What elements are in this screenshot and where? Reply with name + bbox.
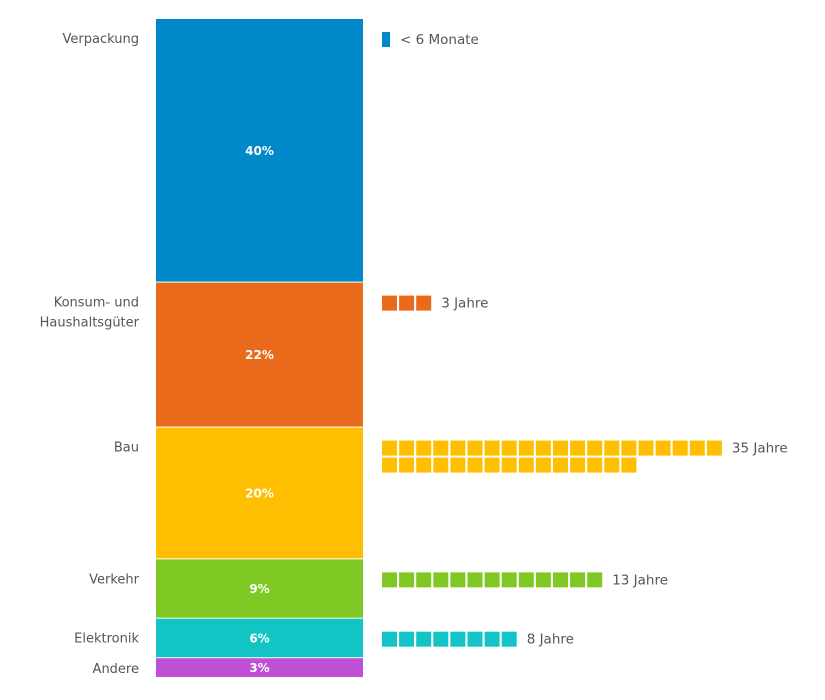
lifespan-square bbox=[587, 440, 603, 456]
lifespan-square bbox=[518, 457, 534, 473]
lifespan-square bbox=[382, 572, 397, 588]
category-label-konsum-und-haushaltsgüter: Konsum- und Haushaltsgüter bbox=[40, 296, 140, 331]
lifespan-square bbox=[501, 631, 517, 647]
lifespan-square bbox=[382, 295, 397, 311]
lifespan-square bbox=[570, 440, 586, 456]
lifespan-square bbox=[484, 572, 500, 588]
category-label-elektronik: Elektronik bbox=[74, 632, 139, 647]
value-label-bau: 20% bbox=[245, 486, 274, 500]
lifespan-label-verkehr: 13 Jahre bbox=[612, 572, 668, 588]
lifespan-square bbox=[553, 457, 568, 473]
lifespan-square bbox=[416, 440, 432, 456]
value-label-andere: 3% bbox=[249, 661, 269, 675]
lifespan-square bbox=[689, 440, 705, 456]
lifespan-square bbox=[553, 572, 568, 588]
lifespan-square bbox=[467, 572, 483, 588]
lifespan-square bbox=[450, 631, 466, 647]
lifespan-square bbox=[484, 457, 500, 473]
lifespan-label-verpackung: < 6 Monate bbox=[400, 32, 479, 48]
lifespan-square bbox=[416, 631, 432, 647]
lifespan-square bbox=[433, 457, 449, 473]
lifespan-square bbox=[518, 440, 534, 456]
lifespan-square bbox=[501, 572, 517, 588]
lifespan-square bbox=[604, 440, 620, 456]
lifespan-square bbox=[570, 457, 586, 473]
lifespan-square bbox=[484, 631, 500, 647]
lifespan-label-konsum-und-haushaltsgüter: 3 Jahre bbox=[441, 296, 488, 312]
lifespan-square bbox=[382, 457, 397, 473]
bar-segment-andere bbox=[156, 658, 363, 677]
lifespan-square bbox=[450, 457, 466, 473]
lifespan-square bbox=[450, 572, 466, 588]
lifespan-square bbox=[416, 295, 432, 311]
lifespan-square bbox=[672, 440, 688, 456]
lifespan-square bbox=[587, 572, 603, 588]
category-label-bau: Bau bbox=[114, 441, 139, 456]
lifespan-square bbox=[399, 440, 415, 456]
lifespan-square bbox=[399, 631, 415, 647]
bar-segment-bau bbox=[156, 427, 363, 559]
lifespan-square bbox=[706, 440, 722, 456]
lifespan-label-elektronik: 8 Jahre bbox=[527, 632, 574, 648]
category-label-verpackung: Verpackung bbox=[63, 32, 139, 47]
lifespan-square bbox=[655, 440, 671, 456]
bar-segment-verkehr bbox=[156, 559, 363, 618]
bar-segment-elektronik bbox=[156, 618, 363, 658]
lifespan-square bbox=[621, 440, 637, 456]
value-label-elektronik: 6% bbox=[249, 631, 269, 645]
value-label-verkehr: 9% bbox=[249, 582, 269, 596]
lifespan-square bbox=[621, 457, 637, 473]
lifespan-square bbox=[382, 32, 390, 47]
lifespan-square bbox=[501, 440, 517, 456]
lifespan-square bbox=[382, 631, 397, 647]
lifespan-square bbox=[518, 572, 534, 588]
bar-segment-verpackung bbox=[156, 19, 363, 282]
lifespan-square bbox=[553, 440, 568, 456]
lifespan-square bbox=[604, 457, 620, 473]
lifespan-square bbox=[501, 457, 517, 473]
bar-segment-konsum-und-haushaltsgüter bbox=[156, 282, 363, 427]
value-label-konsum-und-haushaltsgüter: 22% bbox=[245, 348, 274, 362]
lifespan-square bbox=[433, 572, 449, 588]
lifespan-square bbox=[484, 440, 500, 456]
lifespan-square bbox=[467, 440, 483, 456]
lifespan-square bbox=[535, 457, 551, 473]
category-label-andere: Andere bbox=[93, 662, 139, 677]
lifespan-label-bau: 35 Jahre bbox=[732, 441, 788, 457]
lifespan-square bbox=[382, 440, 397, 456]
lifespan-square bbox=[416, 572, 432, 588]
lifespan-square bbox=[638, 440, 654, 456]
lifespan-square bbox=[399, 457, 415, 473]
value-label-verpackung: 40% bbox=[245, 144, 274, 158]
lifespan-square bbox=[587, 457, 603, 473]
lifespan-square bbox=[416, 457, 432, 473]
lifespan-square bbox=[467, 457, 483, 473]
lifespan-square bbox=[535, 440, 551, 456]
lifespan-square bbox=[399, 572, 415, 588]
lifespan-square bbox=[433, 631, 449, 647]
category-label-verkehr: Verkehr bbox=[89, 572, 140, 587]
lifespan-square bbox=[450, 440, 466, 456]
lifespan-square bbox=[399, 295, 415, 311]
lifespan-square bbox=[467, 631, 483, 647]
lifespan-square bbox=[535, 572, 551, 588]
lifespan-square bbox=[433, 440, 449, 456]
lifespan-square bbox=[570, 572, 586, 588]
